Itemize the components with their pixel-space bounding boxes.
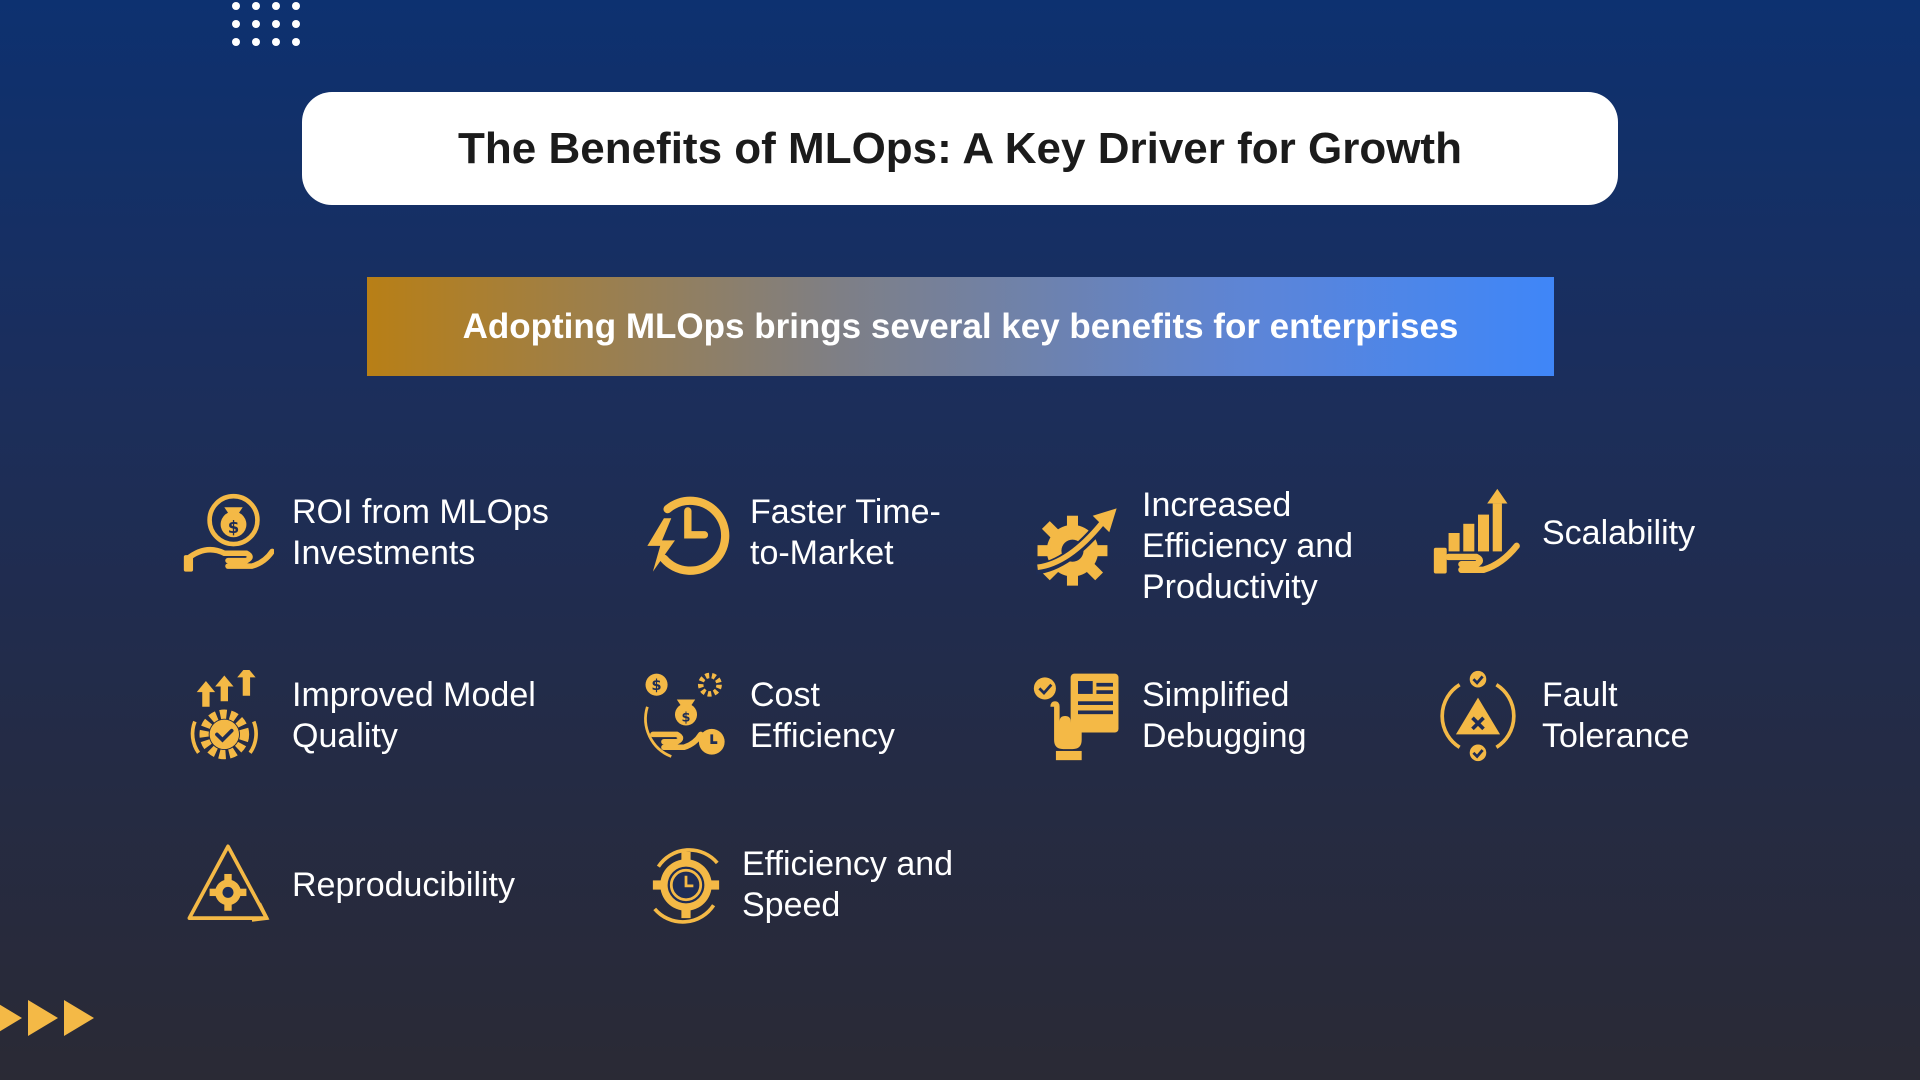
gear-clock-icon <box>638 837 734 933</box>
page-subtitle: Adopting MLOps brings several key benefi… <box>462 306 1459 346</box>
benefit-label: Faster Time-to-Market <box>750 493 941 572</box>
decorative-dots <box>232 2 302 46</box>
benefit-label: Reproducibility <box>292 865 515 904</box>
benefit-label: Cost Efficiency <box>750 676 895 755</box>
benefit-label: Efficiency and Speed <box>742 845 954 924</box>
money-hand-clock-icon: $ $ <box>638 668 734 764</box>
benefit-label: Scalability <box>1542 513 1696 552</box>
recycle-gear-icon <box>180 837 276 933</box>
svg-text:$: $ <box>682 711 691 726</box>
benefit-label: Increased Efficiency and Productivity <box>1142 486 1354 606</box>
benefit-scalability: Scalability <box>1430 485 1742 581</box>
benefit-fault-tolerance: Fault Tolerance <box>1430 668 1742 764</box>
hand-bar-chart-icon <box>1430 485 1526 581</box>
benefit-improved-model-quality: Improved Model Quality <box>180 668 572 764</box>
benefit-label: Fault Tolerance <box>1542 676 1690 755</box>
benefit-reproducibility: Reproducibility <box>180 837 552 933</box>
benefit-roi: $ ROI from MLOps Investments <box>180 485 572 581</box>
benefit-faster-time-to-market: Faster Time-to-Market <box>638 485 960 581</box>
page-title: The Benefits of MLOps: A Key Driver for … <box>458 123 1462 173</box>
benefit-cost-efficiency: $ $ Cost Efficiency <box>638 668 930 764</box>
benefit-efficiency-and-speed: Efficiency and Speed <box>638 837 982 933</box>
money-bag-hand-icon: $ <box>180 485 276 581</box>
benefit-simplified-debugging: Simplified Debugging <box>1030 668 1362 764</box>
benefit-increased-efficiency: Increased Efficiency and Productivity <box>1030 485 1402 608</box>
decorative-arrows <box>0 1000 100 1036</box>
svg-text:$: $ <box>651 677 661 694</box>
benefit-label: ROI from MLOps Investments <box>292 493 549 572</box>
gear-check-arrows-icon <box>180 668 276 764</box>
clock-lightning-icon <box>638 485 734 581</box>
gear-growth-arrow-icon <box>1030 499 1126 595</box>
svg-text:$: $ <box>228 518 240 537</box>
title-banner: The Benefits of MLOps: A Key Driver for … <box>302 92 1618 205</box>
benefit-label: Improved Model Quality <box>292 676 536 755</box>
subtitle-banner: Adopting MLOps brings several key benefi… <box>367 277 1554 376</box>
benefit-label: Simplified Debugging <box>1142 676 1307 755</box>
hand-document-check-icon <box>1030 668 1126 764</box>
cycle-warning-check-icon <box>1430 668 1526 764</box>
